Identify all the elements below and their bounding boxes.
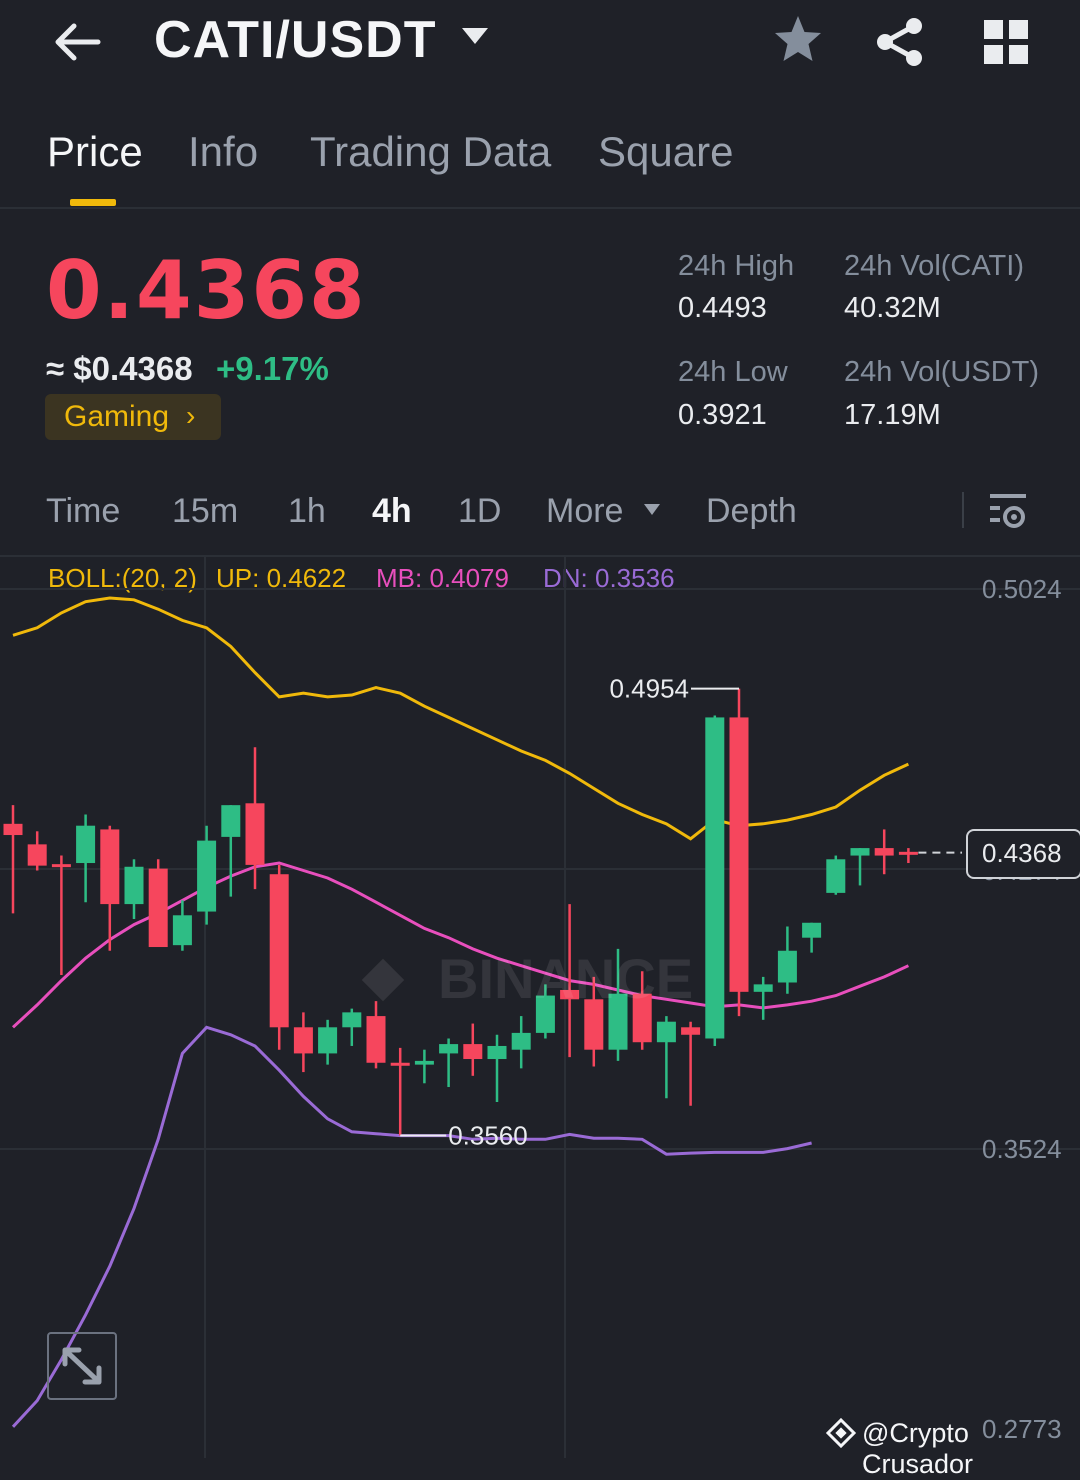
tf-4h[interactable]: 4h — [372, 492, 412, 530]
toolbar-separator — [962, 492, 964, 528]
svg-text:BINANCE: BINANCE — [438, 947, 693, 1010]
candle-down — [729, 717, 749, 992]
candle-down — [898, 851, 918, 855]
fiat-price: ≈ $0.4368 — [46, 350, 193, 387]
category-tag[interactable] — [45, 394, 221, 440]
pair-title[interactable]: CATI/USDT — [154, 11, 437, 69]
caret-down-icon[interactable] — [642, 502, 662, 518]
candle-up — [318, 1027, 338, 1054]
tf-time[interactable]: Time — [46, 492, 121, 530]
share-icon[interactable] — [872, 14, 928, 70]
candle-down — [245, 803, 265, 865]
candle-up — [608, 993, 628, 1050]
candle-down — [100, 829, 120, 905]
candle-up — [487, 1045, 507, 1060]
candle-up — [777, 950, 797, 983]
stat-low-value: 0.3921 — [678, 399, 767, 431]
candle-down — [681, 1027, 701, 1035]
top-bar: CATI/USDT — [0, 0, 1080, 90]
candle-up — [511, 1032, 531, 1050]
y-axis-label-low: 0.3524 — [982, 1134, 1062, 1164]
candle-down — [3, 823, 23, 836]
star-icon[interactable] — [770, 12, 826, 68]
diamond-logo-icon — [826, 1418, 856, 1448]
candle-down — [366, 1016, 386, 1063]
candlestick-chart[interactable]: 0.4954 0.3560 — [0, 556, 1080, 1458]
high-marker-label: 0.4954 — [609, 674, 689, 704]
y-axis-label-top: 0.5024 — [982, 574, 1062, 604]
chart-settings-icon[interactable] — [986, 490, 1030, 532]
candle-up — [414, 1060, 434, 1065]
candle-down — [463, 1044, 483, 1060]
candle-up — [342, 1012, 362, 1028]
stat-vol-base-value: 40.32M — [844, 292, 941, 324]
candle-up — [76, 825, 96, 864]
tab-price[interactable]: Price — [47, 128, 143, 175]
stat-high-value: 0.4493 — [678, 292, 767, 324]
candle-down — [390, 1062, 410, 1066]
category-tag-label[interactable]: Gaming — [64, 400, 170, 433]
y-axis-label-bottom: 0.2773 — [982, 1414, 1062, 1444]
candle-down — [560, 989, 580, 1000]
candle-up — [753, 984, 773, 992]
candle-up — [705, 717, 725, 1039]
grid-icon[interactable] — [980, 16, 1032, 68]
last-price: 0.4368 — [46, 244, 367, 337]
stat-vol-quote-label: 24h Vol(USDT) — [844, 356, 1040, 388]
binance-logo-watermark: BINANCE — [361, 947, 693, 1010]
low-marker-label: 0.3560 — [448, 1121, 528, 1151]
candle-up — [221, 805, 241, 837]
candle-up — [535, 995, 555, 1033]
candle-up — [826, 859, 846, 893]
tf-1h[interactable]: 1h — [288, 492, 326, 530]
stat-vol-quote-value: 17.19M — [844, 399, 941, 431]
candle-down — [632, 993, 652, 1043]
stat-high-label: 24h High — [678, 250, 795, 282]
candle-up — [197, 840, 217, 912]
stat-low-label: 24h Low — [678, 356, 788, 388]
last-price-tag — [966, 829, 1080, 879]
expand-icon[interactable] — [47, 1332, 117, 1400]
candle-down — [51, 864, 71, 868]
tf-15m[interactable]: 15m — [172, 492, 239, 530]
candle-up — [656, 1021, 676, 1043]
candle-up — [850, 848, 870, 856]
candle-down — [27, 844, 47, 866]
candle-down — [293, 1027, 313, 1054]
tf-1d[interactable]: 1D — [458, 492, 502, 530]
candle-up — [802, 922, 822, 938]
chevron-right-icon: › — [186, 400, 196, 431]
creator-watermark: @Crypto Crusador — [862, 1418, 974, 1479]
toolbar-divider — [0, 555, 1080, 557]
arrow-left-icon[interactable] — [48, 14, 104, 70]
tab-info[interactable]: Info — [188, 128, 259, 175]
candle-up — [172, 915, 192, 946]
candle-down — [148, 868, 168, 948]
active-tab-indicator — [70, 199, 116, 206]
candle-up — [439, 1044, 459, 1054]
candle-up — [124, 866, 144, 905]
tf-more[interactable]: More — [546, 492, 624, 530]
tab-trading-data[interactable]: Trading Data — [310, 128, 552, 175]
price-change: +9.17% — [216, 350, 329, 387]
stat-vol-base-label: 24h Vol(CATI) — [844, 250, 1024, 282]
tf-depth[interactable]: Depth — [706, 492, 797, 530]
candle-down — [584, 999, 604, 1050]
tab-square[interactable]: Square — [598, 128, 734, 175]
last-price-tag-value: 0.4368 — [982, 838, 1062, 868]
candle-down — [874, 848, 894, 856]
boll-upper-line — [12, 596, 910, 841]
candle-down — [269, 874, 289, 1028]
caret-down-icon[interactable] — [458, 22, 492, 52]
tabs-divider — [0, 207, 1080, 209]
